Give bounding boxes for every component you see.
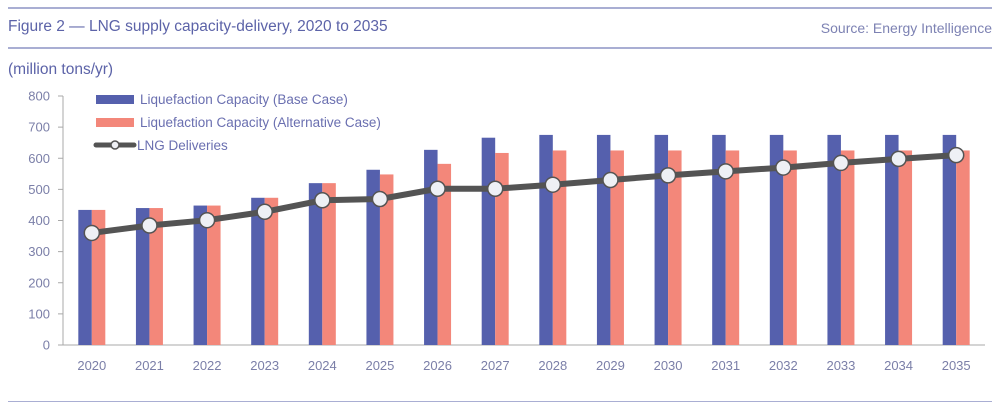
bar-base-case xyxy=(135,208,150,345)
legend-swatch-base xyxy=(96,95,134,104)
y-tick-label: 200 xyxy=(28,275,50,290)
bar-base-case xyxy=(827,134,841,345)
bottom-rule xyxy=(8,401,992,402)
legend-swatch-alternative xyxy=(96,118,134,127)
y-tick-label: 500 xyxy=(28,182,50,197)
x-tick-label: 2023 xyxy=(250,358,279,373)
x-tick-label: 2034 xyxy=(884,358,913,373)
top-rule xyxy=(8,7,992,9)
deliveries-marker xyxy=(141,217,158,234)
bar-base-case xyxy=(308,183,323,345)
deliveries-marker xyxy=(890,150,907,168)
deliveries-marker xyxy=(602,171,619,189)
bar-base-case xyxy=(251,197,265,345)
bar-base-case xyxy=(712,134,726,345)
header-rule xyxy=(8,47,992,49)
y-tick-label: 0 xyxy=(43,338,50,353)
legend-label-alternative: Liquefaction Capacity (Alternative Case) xyxy=(140,115,381,130)
bar-alternative-case xyxy=(264,197,279,345)
figure-source: Source: Energy Intelligence xyxy=(820,20,992,36)
bar-base-case xyxy=(366,169,380,345)
deliveries-marker xyxy=(947,146,965,164)
bar-alternative-case xyxy=(149,208,163,345)
bar-alternative-case xyxy=(91,209,106,345)
bar-alternative-case xyxy=(783,150,797,345)
bar-base-case xyxy=(481,137,496,345)
x-tick-label: 2026 xyxy=(423,358,452,373)
bar-base-case xyxy=(769,134,784,345)
bar-base-case xyxy=(424,149,438,345)
bar-alternative-case xyxy=(840,150,855,345)
bar-alternative-case xyxy=(379,174,394,345)
deliveries-marker xyxy=(314,192,331,209)
y-tick-label: 300 xyxy=(28,244,50,259)
x-tick-label: 2025 xyxy=(365,358,394,373)
x-axis: 2020 2021 2022 2023 2024 2025 2026 2027 2028 2029… xyxy=(63,344,985,373)
y-axis-unit-label: (million tons/yr) xyxy=(8,61,114,78)
x-tick-label: 2031 xyxy=(711,358,740,373)
bars xyxy=(78,134,970,345)
bar-alternative-case xyxy=(725,150,740,345)
x-tick-label: 2035 xyxy=(942,358,971,373)
figure-title: Figure 2 — LNG supply capacity-delivery,… xyxy=(8,18,388,35)
y-tick-label: 700 xyxy=(28,120,50,135)
x-tick-label: 2020 xyxy=(77,358,106,373)
deliveries-line-group xyxy=(83,146,965,242)
bar-base-case xyxy=(885,134,899,345)
bar-alternative-case xyxy=(898,150,913,345)
x-tick-label: 2024 xyxy=(308,358,337,373)
bar-base-case xyxy=(654,134,669,345)
deliveries-marker xyxy=(544,176,562,193)
x-tick-label: 2033 xyxy=(826,358,855,373)
x-tick-label: 2027 xyxy=(481,358,510,373)
bar-alternative-case xyxy=(552,150,567,345)
bar-alternative-case xyxy=(495,152,509,345)
bar-base-case xyxy=(193,205,208,345)
legend-label-base: Liquefaction Capacity (Base Case) xyxy=(140,92,348,107)
bar-base-case xyxy=(942,134,957,345)
deliveries-marker xyxy=(429,180,446,198)
deliveries-marker xyxy=(832,154,850,172)
deliveries-line xyxy=(88,152,960,236)
deliveries-marker xyxy=(717,163,734,180)
legend-swatch-deliveries-marker xyxy=(110,140,120,150)
deliveries-marker xyxy=(486,180,504,198)
bar-alternative-case xyxy=(322,183,336,345)
x-tick-label: 2029 xyxy=(596,358,625,373)
legend-label-deliveries: LNG Deliveries xyxy=(137,138,228,153)
legend: Liquefaction Capacity (Base Case) Liquef… xyxy=(93,92,381,153)
y-tick-label: 800 xyxy=(28,89,50,104)
x-tick-label: 2028 xyxy=(538,358,567,373)
deliveries-marker xyxy=(371,190,389,208)
deliveries-marker xyxy=(659,167,677,184)
x-tick-label: 2030 xyxy=(654,358,683,373)
bar-alternative-case xyxy=(956,150,970,345)
x-tick-label: 2021 xyxy=(135,358,164,373)
x-tick-label: 2032 xyxy=(769,358,798,373)
deliveries-marker xyxy=(256,203,273,221)
y-axis: 0 100 200 300 400 500 600 700 800 xyxy=(28,89,64,353)
deliveries-marker xyxy=(83,224,101,242)
deliveries-marker xyxy=(775,159,792,176)
x-tick-label: 2022 xyxy=(193,358,222,373)
bar-alternative-case xyxy=(668,150,682,345)
bar-alternative-case xyxy=(610,150,624,345)
deliveries-marker xyxy=(198,211,216,229)
bar-alternative-case xyxy=(437,163,452,345)
bar-alternative-case xyxy=(207,205,221,345)
y-tick-label: 600 xyxy=(28,151,50,166)
y-tick-label: 100 xyxy=(28,306,50,321)
bar-base-case xyxy=(539,134,553,345)
y-tick-label: 400 xyxy=(28,213,50,228)
bar-base-case xyxy=(596,134,611,345)
bar-base-case xyxy=(78,209,92,345)
